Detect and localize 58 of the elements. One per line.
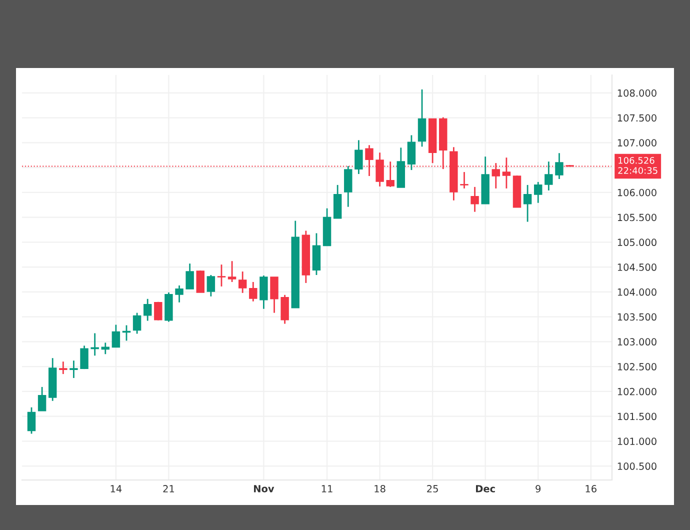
y-tick-label: 103.000: [618, 338, 656, 346]
y-tick-label: 108.000: [618, 89, 656, 97]
x-tick-label: 11: [322, 485, 332, 492]
x-tick-label: Dec: [476, 485, 495, 492]
candlestick: [260, 274, 268, 310]
y-tick-label: 107.000: [618, 139, 656, 146]
candlestick: [206, 274, 216, 298]
candlestick: [90, 332, 99, 356]
candlestick: [196, 270, 204, 294]
candlestick: [112, 324, 120, 348]
candlestick: [154, 301, 162, 321]
y-tick-label: 105.500: [618, 214, 656, 222]
candlestick: [80, 344, 88, 370]
x-tick-label: 21: [163, 485, 174, 492]
candlestick: [238, 270, 247, 294]
candlestick: [249, 281, 258, 302]
candlestick: [354, 139, 363, 175]
candlestick: [544, 160, 553, 192]
y-tick-label: 101.000: [618, 438, 656, 446]
candlestick: [534, 181, 542, 204]
y-tick-label: 100.500: [618, 462, 656, 470]
x-tick-label: 16: [586, 485, 596, 492]
candlestick: [228, 260, 236, 283]
y-tick-label: 102.000: [618, 388, 656, 396]
candlestick: [470, 186, 479, 213]
candlestick: [186, 262, 194, 290]
candlestick: [407, 134, 416, 171]
candlestick: [143, 298, 152, 322]
candlestick: [460, 171, 468, 190]
x-tick-label: Nov: [254, 485, 274, 492]
candlestick: [217, 264, 226, 288]
x-tick-label: 25: [427, 485, 438, 492]
x-tick-label: 9: [536, 485, 541, 492]
ref-line-label: 106.526 22:40:35: [618, 156, 658, 174]
candlestick: [333, 184, 342, 219]
candlestick: [59, 360, 68, 375]
candlestick: [101, 342, 110, 355]
candlestick: [418, 88, 426, 148]
y-tick-label: 104.000: [618, 288, 656, 296]
y-tick-label: 102.500: [618, 363, 656, 370]
candlestick: [27, 406, 36, 434]
x-tick-label: 14: [110, 485, 122, 492]
candlestick: [523, 184, 532, 222]
candlestick: [344, 165, 352, 208]
candlestick: [70, 360, 78, 379]
candlestick: [280, 294, 289, 324]
y-tick-label: 103.500: [618, 313, 656, 321]
y-tick-label: 107.500: [618, 114, 656, 122]
candlestick: [132, 312, 142, 334]
candlestick: [270, 276, 278, 314]
x-tick-label: 18: [374, 485, 386, 492]
y-tick-label: 105.000: [618, 238, 656, 246]
candlestick: [175, 284, 184, 304]
y-tick-label: 104.500: [618, 264, 656, 271]
y-tick-label: 101.500: [618, 412, 656, 420]
candlestick: [555, 152, 564, 180]
candlestick: [38, 386, 46, 412]
y-tick-label: 106.000: [618, 188, 656, 196]
